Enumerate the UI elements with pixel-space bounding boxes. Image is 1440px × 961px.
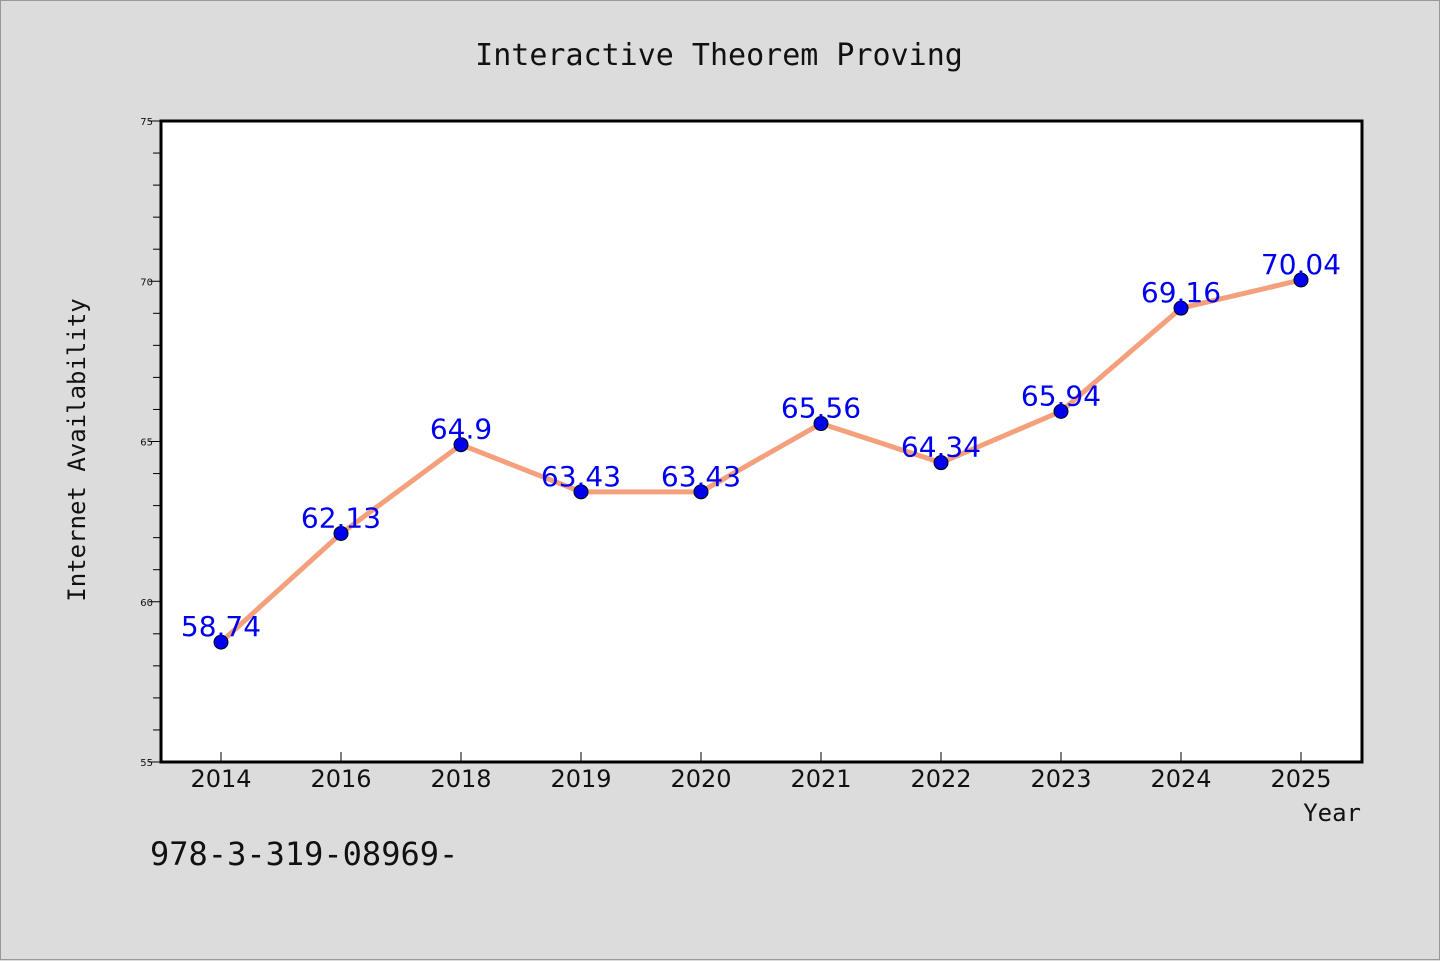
data-label: 58.74 bbox=[181, 610, 261, 643]
data-point bbox=[573, 484, 589, 500]
data-point bbox=[1053, 403, 1069, 419]
chart-title: Interactive Theorem Proving bbox=[475, 38, 963, 73]
x-tick-label: 2019 bbox=[550, 765, 611, 793]
plot-area bbox=[159, 119, 1364, 764]
y-tick-label: 75 bbox=[140, 117, 153, 128]
series-line bbox=[218, 277, 1304, 645]
data-label: 64.34 bbox=[901, 431, 981, 464]
data-label: 63.43 bbox=[541, 460, 621, 493]
x-tick-label: 2024 bbox=[1150, 765, 1211, 793]
data-label: 64.9 bbox=[430, 413, 492, 446]
data-point bbox=[1173, 300, 1189, 316]
data-point bbox=[213, 634, 229, 650]
x-tick-label: 2022 bbox=[910, 765, 971, 793]
x-axis-label: Year bbox=[1303, 799, 1361, 827]
data-point bbox=[693, 484, 709, 500]
x-axis: 2014 2016 2018 2019 2020 2021 2022 2023 2024 2025 bbox=[190, 752, 1332, 793]
data-point bbox=[1293, 272, 1309, 288]
x-tick-label: 2020 bbox=[670, 765, 731, 793]
x-tick-label: 2018 bbox=[430, 765, 491, 793]
x-tick-label: 2016 bbox=[310, 765, 371, 793]
footnote-text: 978-3-319-08969- bbox=[150, 835, 458, 873]
data-label: 65.94 bbox=[1021, 379, 1101, 412]
y-axis-label: Internet Availability bbox=[63, 298, 91, 601]
data-point bbox=[453, 437, 469, 453]
y-tick-label: 60 bbox=[140, 598, 153, 609]
y-axis: 55 60 65 70 75 bbox=[140, 117, 161, 769]
data-label: 63.43 bbox=[661, 460, 741, 493]
data-point bbox=[933, 455, 949, 471]
x-tick-label: 2023 bbox=[1030, 765, 1091, 793]
y-tick-label: 55 bbox=[140, 758, 153, 769]
data-label: 70.04 bbox=[1261, 248, 1341, 281]
x-tick-label: 2021 bbox=[790, 765, 851, 793]
y-tick-label: 65 bbox=[140, 438, 153, 449]
series-group: 58.74 62.13 64.9 63.43 63.43 65.56 64.34 65.94 6… bbox=[181, 248, 1341, 650]
data-label: 62.13 bbox=[301, 501, 381, 534]
x-tick-label: 2025 bbox=[1270, 765, 1331, 793]
y-tick-label: 70 bbox=[140, 277, 153, 288]
data-point bbox=[333, 525, 349, 541]
data-label: 69.16 bbox=[1141, 276, 1221, 309]
x-tick-label: 2014 bbox=[190, 765, 251, 793]
data-point bbox=[813, 416, 829, 432]
data-label: 65.56 bbox=[781, 392, 861, 425]
